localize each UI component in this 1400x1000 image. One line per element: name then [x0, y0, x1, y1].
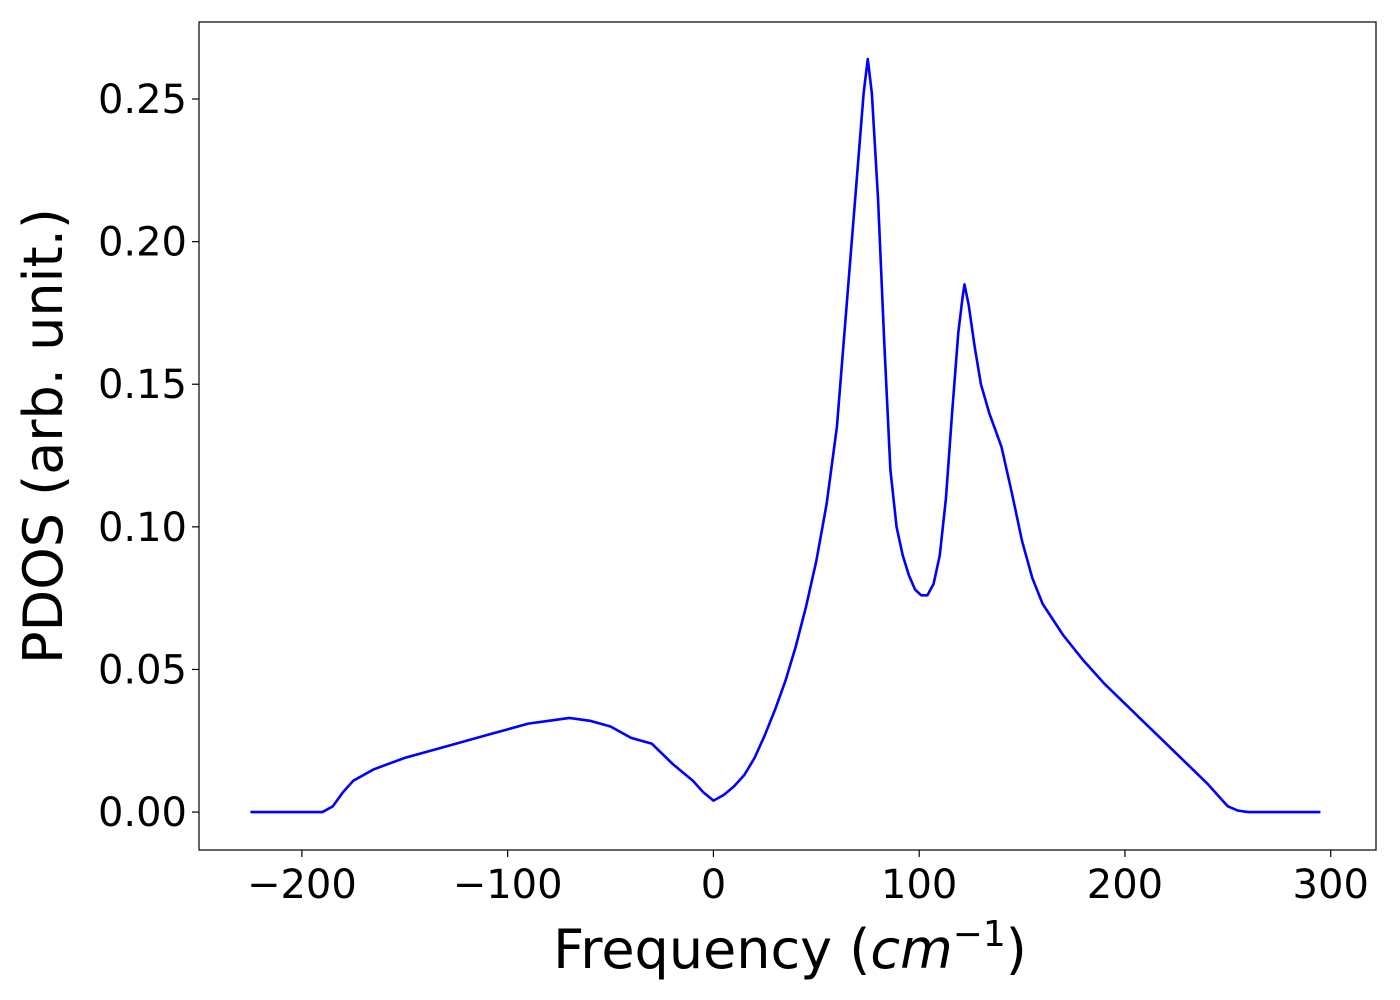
y-axis-label: PDOS (arb. unit.) — [12, 208, 75, 664]
x-tick-label: 300 — [1293, 862, 1369, 908]
x-tick-label: −200 — [247, 862, 357, 908]
x-tick-label: 100 — [881, 862, 957, 908]
x-label-exponent: −1 — [953, 914, 1006, 955]
y-tick-label: 0.05 — [98, 647, 187, 693]
x-tick-label: −100 — [453, 862, 563, 908]
y-tick-label: 0.10 — [98, 505, 187, 551]
x-label-text: Frequency ( — [553, 918, 870, 981]
y-tick-label: 0.25 — [98, 77, 187, 123]
x-axis-label: Frequency (cm−1) — [553, 914, 1027, 981]
x-label-unit: cm — [870, 918, 952, 981]
y-tick-label: 0.20 — [98, 220, 187, 266]
y-tick-label: 0.00 — [98, 790, 187, 836]
x-tick-label: 0 — [701, 862, 726, 908]
y-tick-label: 0.15 — [98, 362, 187, 408]
x-tick-label: 200 — [1087, 862, 1163, 908]
line — [250, 57, 1321, 814]
x-label-close: ) — [1006, 918, 1027, 981]
plot-frame — [198, 21, 1377, 851]
